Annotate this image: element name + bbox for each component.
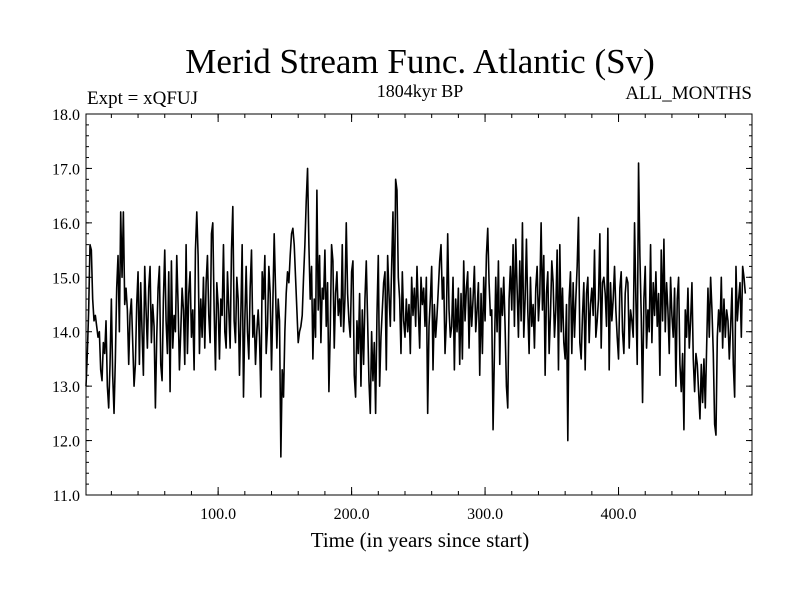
period-label: 1804kyr BP [377,81,464,101]
y-tick-label: 15.0 [52,270,80,287]
y-tick-label: 13.0 [52,379,80,396]
y-tick-label: 12.0 [52,434,80,451]
x-tick-label: 100.0 [200,506,236,523]
y-axis: 11.0 12.0 13.0 14.0 15.0 16.0 17.0 18.0 [52,107,752,505]
x-tick-label: 400.0 [601,506,637,523]
y-tick-label: 18.0 [52,107,80,124]
experiment-label: Expt = xQFUJ [87,88,198,109]
x-tick-label: 300.0 [467,506,503,523]
months-label: ALL_MONTHS [625,83,752,104]
y-tick-label: 11.0 [53,488,80,505]
plot-frame [85,113,753,496]
data-series-line [85,162,747,458]
x-axis-label: Time (in years since start) [311,528,530,552]
x-tick-label: 200.0 [334,506,370,523]
x-axis: 100.0 200.0 300.0 400.0 [110,114,726,523]
chart-title: Merid Stream Func. Atlantic (Sv) [185,42,655,81]
y-tick-label: 16.0 [52,216,80,233]
y-tick-label: 17.0 [52,161,80,178]
y-tick-label: 14.0 [52,325,80,342]
